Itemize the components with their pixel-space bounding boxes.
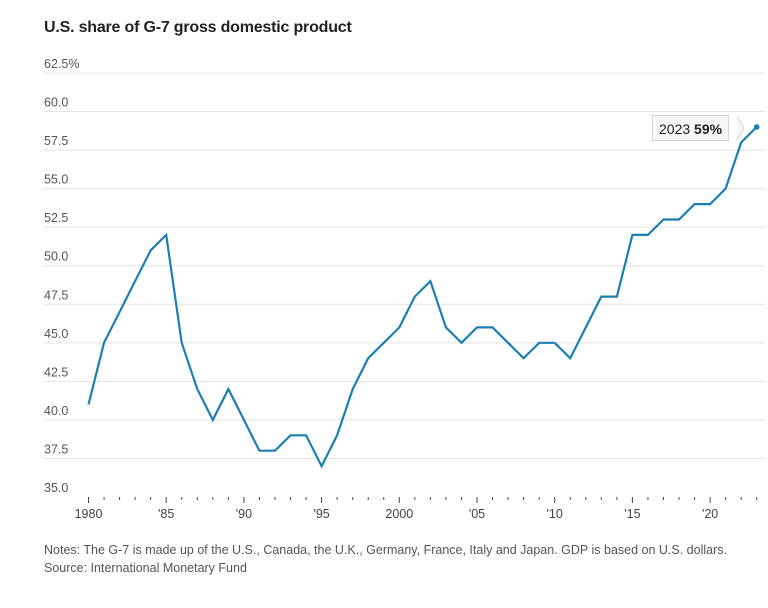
y-tick-label: 50.0 — [44, 250, 68, 264]
annotation-year: 2023 — [659, 121, 691, 137]
series-line — [87, 126, 758, 469]
x-tick-label: '90 — [236, 507, 252, 521]
annotation-pointer — [736, 115, 745, 141]
y-tick-label: 45.0 — [44, 327, 68, 341]
x-tick-label: '20 — [702, 507, 718, 521]
y-tick-label: 55.0 — [44, 173, 68, 187]
end-value-annotation: 2023 59% — [652, 115, 730, 141]
annotation-value: 59% — [694, 121, 723, 137]
x-tick-label: 1980 — [75, 507, 103, 521]
end-point-marker — [753, 124, 760, 130]
y-tick-label: 47.5 — [44, 288, 68, 302]
y-tick-label: 62.5% — [44, 57, 79, 71]
x-tick-label: '95 — [313, 507, 329, 521]
y-axis-labels: 62.5% 60.0 57.5 55.0 52.5 50.0 47.5 45.0 42.5 40.… — [44, 57, 79, 495]
chart-source: Source: International Monetary Fund — [44, 561, 247, 575]
x-tick-label: '10 — [547, 507, 563, 521]
y-tick-label: 40.0 — [44, 404, 68, 418]
y-tick-label: 35.0 — [44, 481, 68, 495]
x-axis-ticks — [88, 497, 758, 503]
chart-notes: Notes: The G-7 is made up of the U.S., C… — [44, 543, 727, 557]
line-chart: 62.5% 60.0 57.5 55.0 52.5 50.0 47.5 45.0 42.5 40.… — [44, 57, 765, 521]
gridlines — [44, 72, 765, 459]
y-tick-label: 52.5 — [44, 211, 68, 225]
y-tick-label: 60.0 — [44, 96, 68, 110]
x-tick-label: '05 — [469, 507, 485, 521]
y-tick-label: 57.5 — [44, 134, 68, 148]
x-tick-label: '85 — [158, 507, 174, 521]
y-tick-label: 42.5 — [44, 365, 68, 379]
chart-footer: Notes: The G-7 is made up of the U.S., C… — [44, 541, 764, 577]
x-tick-label: '15 — [624, 507, 640, 521]
x-tick-label: 2000 — [385, 507, 413, 521]
series-layer — [87, 115, 760, 469]
x-axis-labels: 1980 '85 '90 '95 2000 '05 '10 '15 '20 — [75, 507, 719, 521]
chart-title: U.S. share of G-7 gross domestic product — [44, 19, 352, 36]
y-tick-label: 37.5 — [44, 442, 68, 456]
